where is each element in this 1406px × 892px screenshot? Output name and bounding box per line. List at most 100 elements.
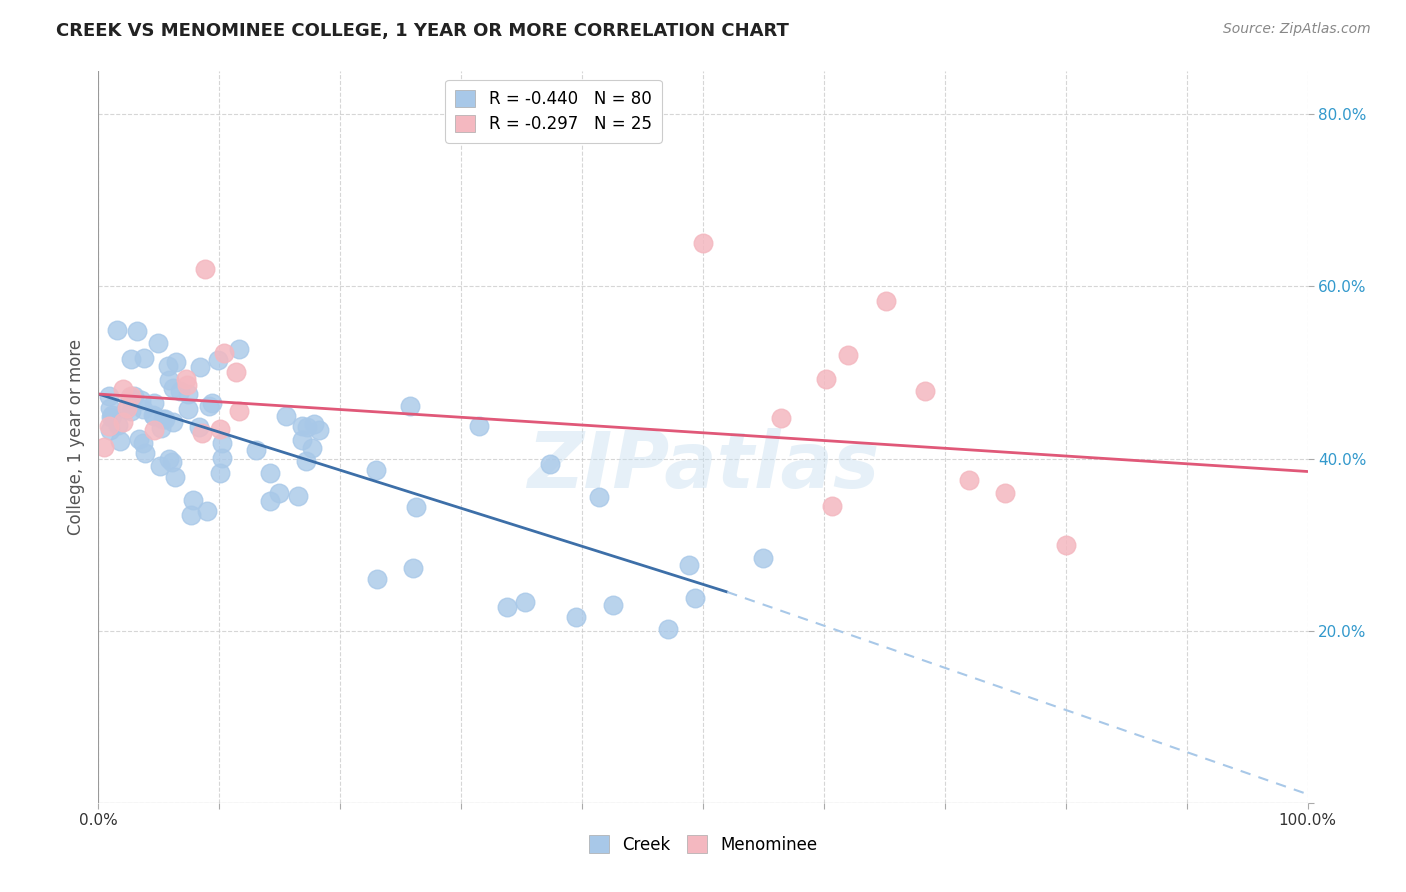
Point: [208, 422, 231, 436]
Point: [198, 399, 221, 413]
Point: [295, 419, 318, 434]
Point: [157, 451, 180, 466]
Point: [875, 293, 897, 308]
Point: [174, 372, 197, 386]
Point: [588, 490, 610, 504]
Point: [211, 450, 233, 465]
Point: [274, 409, 297, 424]
Point: [815, 372, 838, 386]
Point: [291, 433, 314, 447]
Text: CREEK VS MENOMINEE COLLEGE, 1 YEAR OR MORE CORRELATION CHART: CREEK VS MENOMINEE COLLEGE, 1 YEAR OR MO…: [56, 22, 789, 40]
Point: [101, 408, 124, 422]
Point: [120, 352, 142, 367]
Point: [402, 561, 425, 575]
Point: [837, 348, 859, 362]
Point: [398, 399, 420, 413]
Point: [259, 466, 281, 480]
Point: [165, 470, 187, 484]
Point: [131, 402, 153, 417]
Point: [301, 441, 323, 455]
Point: [225, 365, 247, 379]
Point: [291, 418, 314, 433]
Point: [259, 494, 281, 508]
Point: [366, 572, 388, 586]
Point: [120, 403, 142, 417]
Point: [169, 384, 191, 399]
Point: [146, 336, 169, 351]
Point: [683, 591, 706, 606]
Point: [692, 236, 714, 251]
Point: [132, 435, 155, 450]
Point: [181, 493, 204, 508]
Point: [98, 418, 121, 433]
Point: [195, 504, 218, 518]
Point: [127, 324, 149, 338]
Point: [269, 485, 291, 500]
Point: [97, 389, 120, 403]
Point: [105, 322, 128, 336]
Point: [93, 440, 115, 454]
Point: [957, 473, 980, 487]
Point: [211, 436, 233, 450]
Point: [194, 261, 217, 276]
Point: [364, 463, 387, 477]
Point: [128, 432, 150, 446]
Point: [994, 486, 1017, 500]
Point: [678, 558, 700, 573]
Point: [142, 409, 165, 423]
Point: [177, 387, 200, 401]
Point: [201, 396, 224, 410]
Point: [188, 419, 211, 434]
Point: [120, 389, 142, 403]
Point: [142, 409, 165, 423]
Point: [177, 402, 200, 417]
Point: [468, 419, 491, 434]
Point: [160, 455, 183, 469]
Y-axis label: College, 1 year or more: College, 1 year or more: [67, 339, 86, 535]
Point: [302, 417, 325, 431]
Point: [152, 412, 174, 426]
Point: [107, 417, 129, 432]
Point: [180, 508, 202, 522]
Point: [191, 426, 214, 441]
Point: [1054, 538, 1077, 552]
Point: [295, 454, 318, 468]
Point: [153, 412, 176, 426]
Point: [165, 355, 187, 369]
Point: [115, 401, 138, 415]
Point: [142, 396, 165, 410]
Point: [228, 404, 250, 418]
Point: [157, 359, 180, 373]
Point: [515, 595, 537, 609]
Point: [496, 600, 519, 615]
Point: [132, 351, 155, 366]
Point: [129, 392, 152, 407]
Text: Source: ZipAtlas.com: Source: ZipAtlas.com: [1223, 22, 1371, 37]
Point: [162, 415, 184, 429]
Text: ZIPatlas: ZIPatlas: [527, 428, 879, 504]
Point: [162, 381, 184, 395]
Point: [112, 415, 135, 429]
Point: [214, 346, 236, 360]
Point: [228, 342, 250, 356]
Point: [769, 410, 792, 425]
Point: [149, 420, 172, 434]
Point: [98, 423, 121, 437]
Legend: Creek, Menominee: Creek, Menominee: [582, 829, 824, 860]
Point: [149, 458, 172, 473]
Point: [602, 598, 624, 612]
Point: [118, 390, 141, 404]
Point: [657, 622, 679, 636]
Point: [110, 434, 132, 448]
Point: [134, 446, 156, 460]
Point: [188, 359, 211, 374]
Point: [112, 382, 135, 396]
Point: [143, 423, 166, 437]
Point: [157, 373, 180, 387]
Point: [122, 389, 145, 403]
Point: [564, 610, 586, 624]
Point: [538, 457, 561, 471]
Point: [115, 402, 138, 417]
Point: [207, 353, 229, 368]
Point: [100, 410, 122, 425]
